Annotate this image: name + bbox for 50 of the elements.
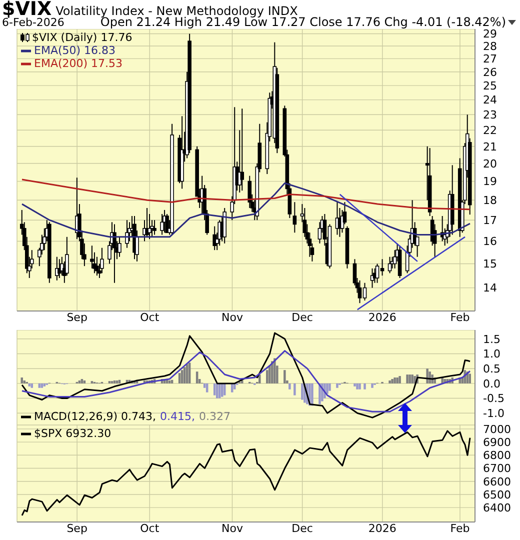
x-tick-label: Feb bbox=[450, 522, 470, 535]
y-tick-label: 29 bbox=[483, 28, 497, 41]
y-tick-label: 24 bbox=[483, 94, 497, 107]
y-tick-label: 14 bbox=[483, 282, 497, 295]
y-tick-label: 28 bbox=[483, 40, 497, 53]
y-tick-label: 19 bbox=[483, 175, 497, 188]
y-tick-label: 23 bbox=[483, 108, 497, 122]
y-tick-label: 26 bbox=[483, 66, 497, 79]
y-tick-label: 6600 bbox=[483, 475, 511, 488]
legend-label: $SPX 6932.30 bbox=[34, 427, 112, 440]
legend-label: MACD(12,26,9) 0.743, bbox=[34, 410, 156, 423]
y-tick-label: 1.5 bbox=[483, 332, 500, 346]
y-tick-label: 27 bbox=[483, 52, 497, 66]
y-tick-label: 0.0 bbox=[483, 377, 500, 390]
y-tick-label: 15 bbox=[483, 258, 497, 271]
x-tick-label: 2026 bbox=[368, 310, 396, 324]
x-tick-label: Nov bbox=[222, 522, 244, 535]
y-tick-label: 6700 bbox=[483, 462, 511, 476]
chart-subtitle: Volatility Index - New Methodology INDX bbox=[56, 4, 298, 18]
legend-label: EMA(200) 17.53 bbox=[34, 57, 123, 70]
text: 0.415, bbox=[160, 410, 196, 423]
y-tick-label: 21 bbox=[483, 140, 497, 154]
y-tick-label: 17 bbox=[483, 214, 497, 227]
legend-label: EMA(50) 16.83 bbox=[34, 44, 116, 57]
y-tick-label: 7000 bbox=[483, 422, 511, 436]
y-tick-label: -0.5 bbox=[483, 392, 504, 406]
x-tick-label: Sep bbox=[66, 310, 88, 324]
y-tick-label: 25 bbox=[483, 79, 497, 92]
y-tick-label: 6500 bbox=[483, 488, 511, 502]
x-tick-label: Nov bbox=[222, 310, 244, 324]
series-label: 0.327 bbox=[199, 410, 231, 423]
y-tick-label: 6400 bbox=[483, 501, 511, 514]
y-tick-label: 0.5 bbox=[483, 362, 500, 376]
legend-label: $VIX (Daily) 17.76 bbox=[32, 31, 132, 44]
y-tick-label: 16 bbox=[483, 235, 497, 248]
y-tick-label: 1.0 bbox=[483, 348, 500, 361]
x-tick-label: Sep bbox=[66, 522, 88, 535]
y-tick-label: 18 bbox=[483, 194, 497, 208]
y-tick-label: 22 bbox=[483, 124, 497, 138]
y-tick-label: 20 bbox=[483, 157, 497, 170]
x-tick-label: Dec bbox=[292, 522, 313, 535]
y-tick-label: -1.0 bbox=[483, 407, 504, 420]
x-tick-label: Oct bbox=[140, 522, 160, 535]
x-tick-label: 2026 bbox=[368, 522, 396, 535]
x-tick-label: Feb bbox=[450, 310, 470, 324]
x-tick-label: Oct bbox=[140, 310, 160, 324]
x-tick-label: Dec bbox=[292, 310, 313, 324]
y-tick-label: 6900 bbox=[483, 436, 511, 449]
y-tick-label: 6800 bbox=[483, 449, 511, 462]
annotation: 6-Feb-2026 bbox=[2, 16, 64, 29]
